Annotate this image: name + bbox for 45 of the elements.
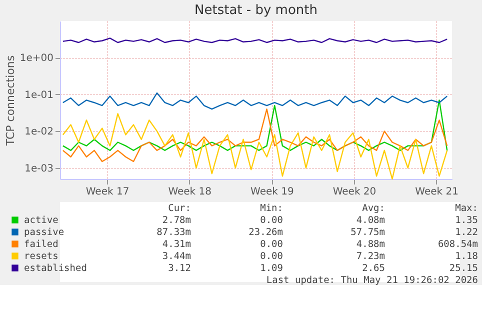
- text: 3.12: [168, 263, 191, 274]
- text: 1.09: [260, 263, 284, 274]
- x-tick-label: Week 17: [86, 186, 130, 198]
- text: 4.88m: [356, 239, 386, 250]
- legend-label: passive: [24, 227, 64, 238]
- text: 23.26m: [248, 227, 284, 238]
- y-axis-title: TCP connections: [4, 55, 17, 147]
- text: 0.00: [260, 215, 284, 226]
- text: 1.22: [455, 227, 478, 238]
- text: 2.65: [362, 263, 385, 274]
- text: 57.75m: [350, 227, 386, 238]
- text: 1.35: [455, 215, 478, 226]
- legend-label: failed: [24, 239, 58, 250]
- legend-label: established: [24, 263, 87, 274]
- text: 87.33m: [156, 227, 192, 238]
- y-tick-label: 1e-03: [24, 163, 54, 174]
- text: 4.31m: [162, 239, 192, 250]
- x-tick-label: Week 18: [168, 186, 212, 198]
- text: 3.44m: [162, 251, 192, 262]
- text: 7.23m: [356, 251, 386, 262]
- legend-label: resets: [24, 251, 58, 262]
- text: 2.78m: [162, 215, 192, 226]
- text: 1.18: [455, 251, 478, 262]
- text: Cur:: [168, 203, 191, 214]
- line-series: [62, 92, 448, 110]
- x-tick-label: Week 19: [250, 186, 294, 198]
- text: 4.08m: [356, 215, 386, 226]
- text: 0.00: [260, 239, 284, 250]
- line-series: [62, 108, 448, 162]
- y-tick-label: 1e-02: [24, 126, 54, 138]
- y-tick-label: 1e+00: [20, 53, 54, 64]
- legend-label: active: [24, 215, 59, 226]
- line-series: [62, 100, 448, 152]
- text: Max:: [455, 203, 478, 214]
- y-tick-label: 1e-01: [24, 90, 54, 101]
- text: Min:: [260, 203, 283, 214]
- text: 608.54m: [438, 239, 478, 250]
- text: Last update: Thu May 21 19:26:02 2026: [266, 275, 478, 286]
- x-tick-label: Week 21: [415, 186, 458, 198]
- text: Avg:: [362, 203, 385, 214]
- chart-title: Netstat - by month: [194, 3, 318, 18]
- x-tick-label: Week 20: [332, 186, 376, 198]
- text: 0.00: [260, 251, 284, 262]
- text: 25.15: [449, 263, 478, 274]
- line-series: [62, 113, 448, 180]
